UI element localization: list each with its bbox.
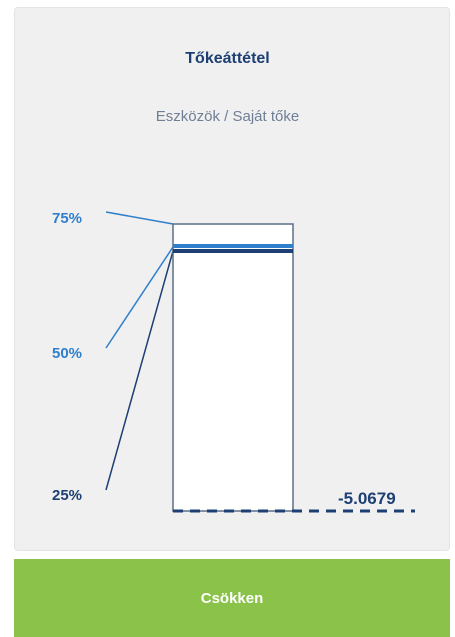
card-title: Tőkeáttétel <box>185 50 270 67</box>
tick-label-25: 25% <box>52 487 82 504</box>
connector-line-75 <box>105 211 174 225</box>
level-band-25 <box>173 249 293 253</box>
leverage-chart: 75% 50% 25% -5.0679 <box>52 210 415 513</box>
trend-button[interactable]: Csökken <box>14 559 450 637</box>
trend-button-label: Csökken <box>200 589 264 607</box>
value-bar <box>172 223 294 512</box>
connector-line-25 <box>105 250 174 491</box>
level-band-50 <box>173 244 293 248</box>
current-value-label: -5.0679 <box>338 489 396 508</box>
card-subtitle: Eszközök / Saját tőke <box>155 108 300 125</box>
tick-label-75: 75% <box>52 210 82 227</box>
tick-label-50: 50% <box>52 345 82 362</box>
connector-line-50 <box>105 246 174 349</box>
